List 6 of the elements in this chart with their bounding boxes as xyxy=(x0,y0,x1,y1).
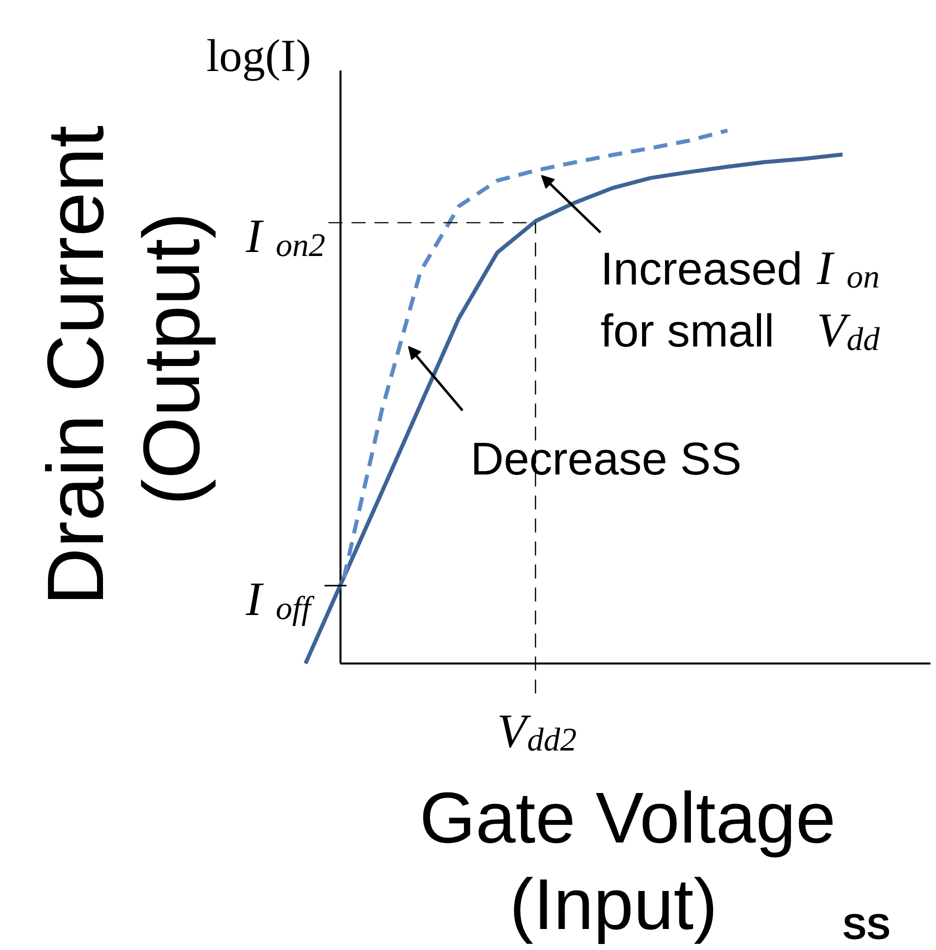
text: SS xyxy=(842,906,891,947)
text: Vdd2 xyxy=(497,705,577,759)
y-axis-title: Drain Current (Output) xyxy=(31,125,216,606)
x-axis-title: Gate Voltage (Input) xyxy=(420,778,836,945)
text: log(I) xyxy=(206,30,312,81)
annotation: Decrease SS xyxy=(470,432,742,484)
